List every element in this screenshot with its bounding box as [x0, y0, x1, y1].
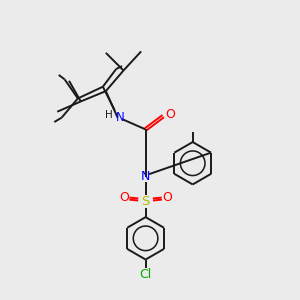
Text: Cl: Cl — [140, 268, 152, 281]
Text: S: S — [141, 195, 150, 208]
Text: N: N — [116, 111, 125, 124]
Text: N: N — [141, 170, 150, 183]
Text: H: H — [106, 110, 113, 120]
Text: O: O — [162, 191, 172, 205]
Text: O: O — [165, 108, 175, 121]
Text: O: O — [119, 191, 129, 205]
